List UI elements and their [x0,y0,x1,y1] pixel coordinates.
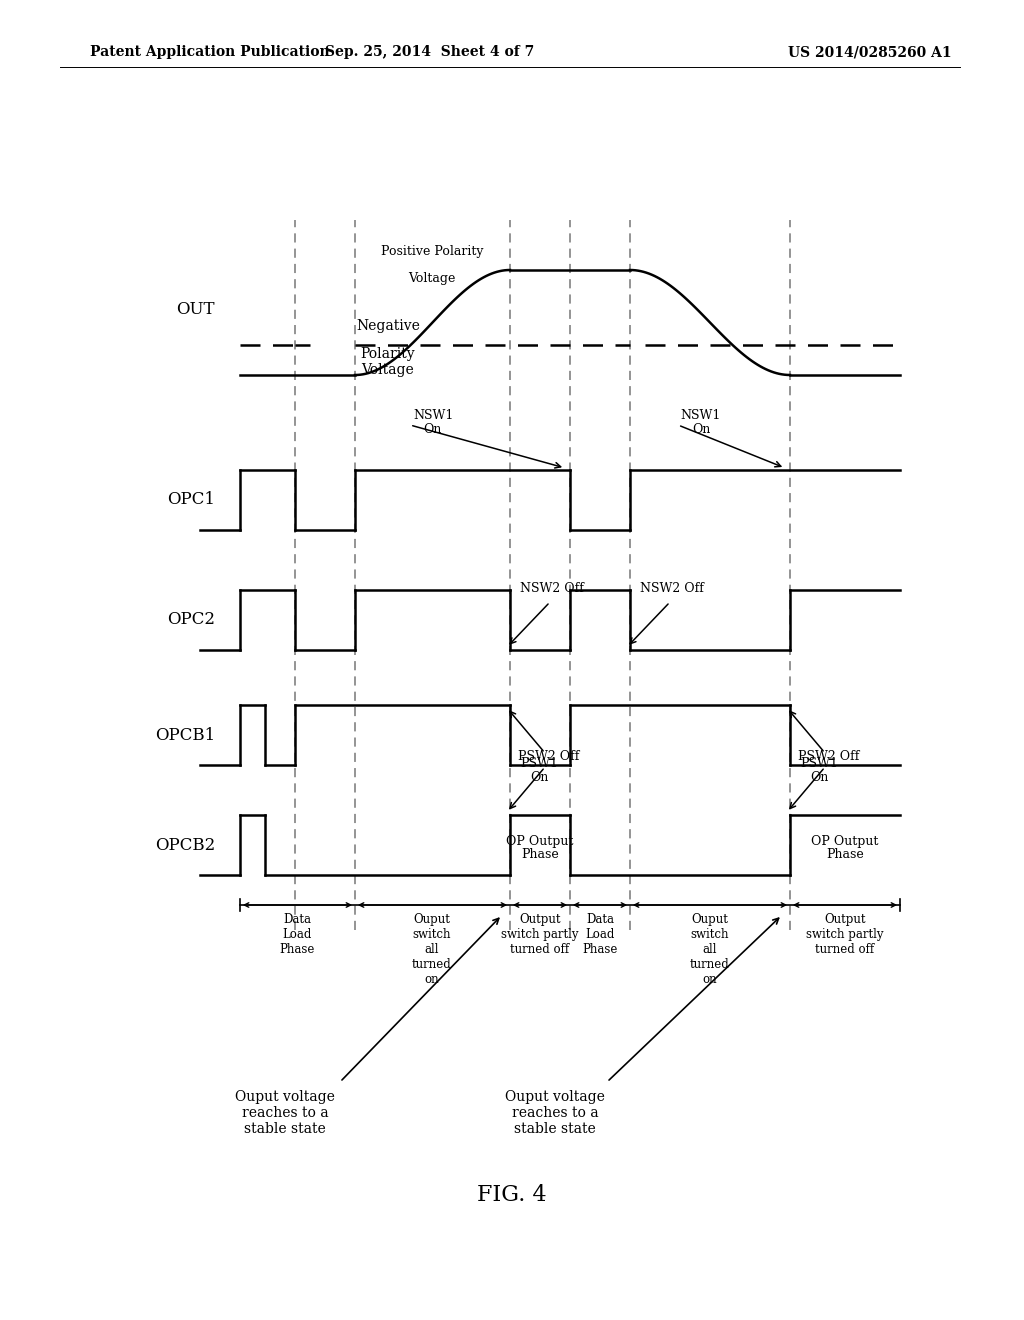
Text: Positive Polarity: Positive Polarity [381,246,483,257]
Text: NSW2 Off: NSW2 Off [520,582,584,595]
Text: Ouput
switch
all
turned
on: Ouput switch all turned on [412,913,452,986]
Text: Phase: Phase [521,849,559,862]
Text: On: On [810,771,828,784]
Text: OPC1: OPC1 [167,491,215,508]
Text: Voltage: Voltage [361,363,415,378]
Text: Polarity: Polarity [360,347,416,360]
Text: Voltage: Voltage [409,272,456,285]
Text: Output
switch partly
turned off: Output switch partly turned off [502,913,579,956]
Text: Patent Application Publication: Patent Application Publication [90,45,330,59]
Text: Ouput voltage
reaches to a
stable state: Ouput voltage reaches to a stable state [236,1090,335,1137]
Text: Output
switch partly
turned off: Output switch partly turned off [806,913,884,956]
Text: Sep. 25, 2014  Sheet 4 of 7: Sep. 25, 2014 Sheet 4 of 7 [326,45,535,59]
Text: OPCB2: OPCB2 [155,837,215,854]
Text: PSW2 Off: PSW2 Off [518,750,580,763]
Text: Phase: Phase [826,849,864,862]
Text: OP Output: OP Output [506,834,573,847]
Text: Negative: Negative [356,319,420,333]
Text: Ouput voltage
reaches to a
stable state: Ouput voltage reaches to a stable state [505,1090,605,1137]
Text: OP Output: OP Output [811,834,879,847]
Text: OPC2: OPC2 [167,611,215,628]
Text: PSW2 Off: PSW2 Off [798,750,859,763]
Text: OUT: OUT [176,301,215,318]
Text: Data
Load
Phase: Data Load Phase [280,913,314,956]
Text: NSW2 Off: NSW2 Off [640,582,703,595]
Text: NSW1: NSW1 [413,409,454,422]
Text: On: On [530,771,549,784]
Text: US 2014/0285260 A1: US 2014/0285260 A1 [788,45,952,59]
Text: Ouput
switch
all
turned
on: Ouput switch all turned on [690,913,730,986]
Text: FIG. 4: FIG. 4 [477,1184,547,1206]
Text: On: On [692,422,711,436]
Text: NSW1: NSW1 [680,409,720,422]
Text: Data
Load
Phase: Data Load Phase [583,913,617,956]
Text: PSW1: PSW1 [520,756,558,770]
Text: On: On [423,422,441,436]
Text: PSW1: PSW1 [800,756,838,770]
Text: OPCB1: OPCB1 [155,726,215,743]
